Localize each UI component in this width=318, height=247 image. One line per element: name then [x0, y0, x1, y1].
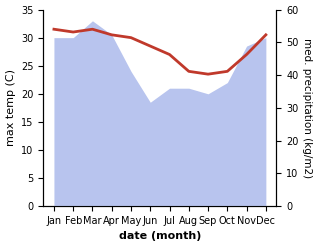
Y-axis label: med. precipitation (kg/m2): med. precipitation (kg/m2): [302, 38, 313, 178]
X-axis label: date (month): date (month): [119, 231, 201, 242]
Y-axis label: max temp (C): max temp (C): [5, 69, 16, 146]
